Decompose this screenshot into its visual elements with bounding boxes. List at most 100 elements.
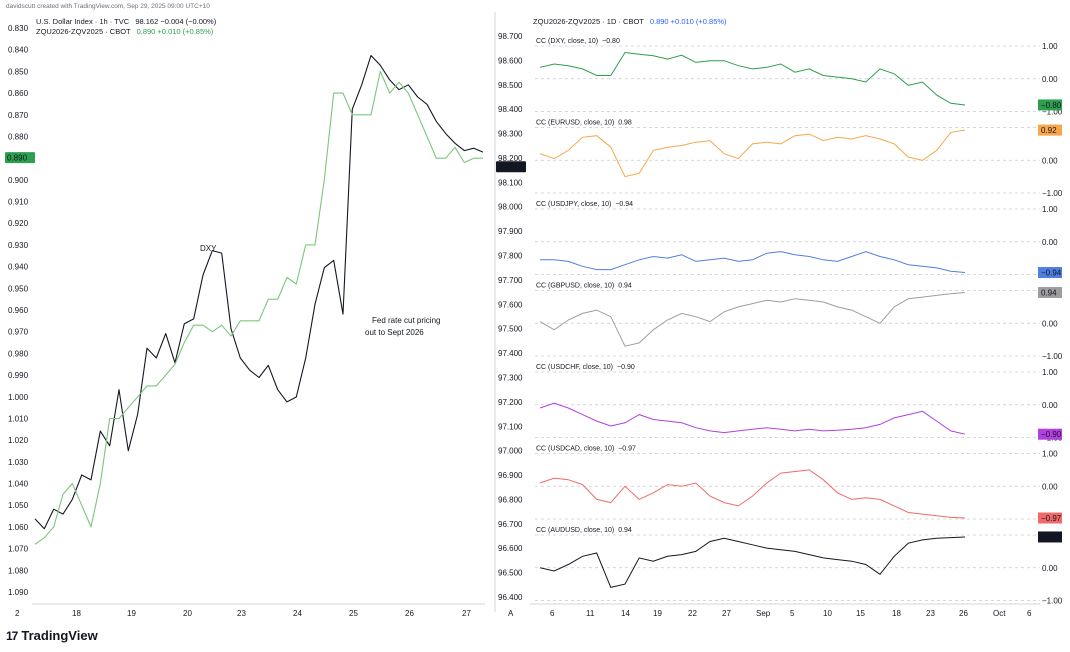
- annotation-line-2: out to Sept 2026: [365, 328, 424, 337]
- left-header-2: ZQU2026-ZQV2025 · CBOT 0.890 +0.010 (+0.…: [36, 27, 213, 36]
- tradingview-brand-name: TradingView: [21, 628, 98, 643]
- left-axis-tick-label: 1.040: [8, 480, 29, 489]
- left-time-tick-label: 27: [462, 609, 471, 618]
- correlation-line-5: [539, 469, 966, 519]
- left-axis-tick-label: 0.880: [8, 132, 29, 141]
- correlation-axis-tick-label: 0.00: [1042, 156, 1058, 165]
- right-axis-tick-label: 96.900: [498, 471, 523, 480]
- correlation-last-badge-text: −0.80: [1041, 101, 1062, 110]
- right-time-tick-label: 26: [959, 609, 968, 618]
- right-time-tick-label: 15: [856, 609, 865, 618]
- left-axis-tick-label: 0.900: [8, 176, 29, 185]
- correlation-pane-0: 1.00 0.00 −1.00 CC (DXY, close, 10) −0.80 −0.…: [535, 38, 1063, 117]
- left-axis-tick-label: 1.070: [8, 545, 29, 554]
- correlation-series-value: 0.94: [618, 527, 632, 534]
- correlation-line-6: [539, 536, 966, 588]
- correlation-axis-tick-label: 0.00: [1042, 482, 1058, 491]
- correlation-series-name: CC (EURUSD, close, 10): [536, 120, 614, 127]
- left-axis-tick-label: 1.010: [8, 414, 29, 423]
- correlation-last-badge-bg: [1038, 99, 1062, 111]
- right-time-tick-label: 23: [926, 609, 935, 618]
- right-time-tick-label: Oct: [993, 609, 1006, 618]
- correlation-series-value: −0.97: [618, 446, 636, 453]
- left-header-1-prefix: U.S. Dollar Index · 1h · TVC: [36, 17, 130, 26]
- left-axis-tick-label: 1.080: [8, 566, 29, 575]
- left-time-tick-label: A: [508, 609, 514, 618]
- right-time-tick-label: 5: [790, 609, 795, 618]
- right-axis-tick-label: 96.500: [498, 569, 523, 578]
- correlation-last-badge-bg: [1038, 531, 1062, 543]
- correlation-line-4: [539, 402, 966, 435]
- correlation-axis-tick-label: 0.00: [1042, 564, 1058, 573]
- right-time-tick-label: 6: [550, 609, 555, 618]
- correlation-axis-tick-label: 0.00: [1042, 319, 1058, 328]
- right-axis-tick-label: 98.700: [498, 32, 523, 41]
- correlation-last-badge-bg: [1038, 286, 1062, 298]
- correlation-series-name: CC (DXY, close, 10): [536, 38, 598, 45]
- right-axis-tick-label: 98.500: [498, 81, 523, 90]
- annotation-line-1: Fed rate cut pricing: [372, 316, 440, 325]
- tradingview-brand: 17 TradingView: [6, 628, 98, 643]
- left-header-1-values: 98.162 −0.004 (−0.00%): [135, 17, 217, 26]
- right-axis-tick-label: 97.900: [498, 227, 523, 236]
- correlation-last-badge-text: −0.90: [1041, 430, 1062, 439]
- left-time-tick-label: 26: [405, 609, 414, 618]
- right-axis-tick-label: 97.800: [498, 252, 523, 261]
- left-value-badge-bg: [5, 152, 35, 164]
- left-header-1: U.S. Dollar Index · 1h · TVC 98.162 −0.0…: [36, 17, 216, 26]
- right-axis-tick-label: 97.700: [498, 276, 523, 285]
- correlation-series-name: CC (AUDUSD, close, 10): [536, 527, 614, 534]
- correlation-axis-tick-label: 1.00: [1042, 42, 1058, 51]
- correlation-series-value: 0.94: [618, 283, 632, 290]
- right-time-tick-label: 27: [722, 609, 731, 618]
- right-time-tick-label: 22: [688, 609, 697, 618]
- correlation-axis-tick-label: 1.00: [1042, 205, 1058, 214]
- attribution: davidscutt created with TradingView.com,…: [6, 3, 210, 10]
- dxy-label: DXY: [200, 244, 217, 253]
- series-line-dxy: [34, 54, 484, 530]
- right-time-tick-label: 19: [653, 609, 662, 618]
- right-time-tick-label: 10: [823, 609, 832, 618]
- left-time-tick-label: 20: [183, 609, 192, 618]
- right-axis-tick-label: 97.600: [498, 300, 523, 309]
- right-time-tick-label: Sep: [756, 609, 771, 618]
- right-axis-tick-label: 96.600: [498, 544, 523, 553]
- left-axis-tick-label: 1.000: [8, 393, 29, 402]
- correlation-line-1: [539, 129, 966, 178]
- left-time-tick-label: 25: [349, 609, 358, 618]
- right-axis-tick-label: 98.200: [498, 154, 523, 163]
- correlation-axis-tick-label: 0.00: [1042, 238, 1058, 247]
- correlation-axis-tick-label: −1.00: [1042, 189, 1063, 198]
- correlation-series-name: CC (USDCHF, close, 10): [536, 364, 613, 371]
- left-time-tick-label: 24: [293, 609, 302, 618]
- right-time-tick-label: 18: [892, 609, 901, 618]
- left-header-2-values: 0.890 +0.010 (+0.85%): [136, 27, 214, 36]
- right-time-tick-label: 6: [1027, 609, 1032, 618]
- left-time-tick-label: 2: [15, 609, 20, 618]
- correlation-line-0: [539, 51, 966, 106]
- correlation-line-3: [539, 292, 966, 347]
- left-time-tick-label: 23: [237, 609, 246, 618]
- left-time-tick-label: 18: [72, 609, 81, 618]
- right-axis-tick-label: 98.300: [498, 130, 523, 139]
- left-value-badge-text: 0.890: [7, 154, 28, 163]
- correlation-series-name: CC (USDJPY, close, 10): [536, 201, 611, 208]
- right-axis-tick-label: 96.400: [498, 593, 523, 602]
- correlation-last-badge-bg: [1038, 267, 1062, 279]
- correlation-series-value: 0.98: [618, 120, 632, 127]
- right-value-badge-bg: [496, 161, 526, 173]
- right-axis-tick-label: 97.400: [498, 349, 523, 358]
- left-axis-tick-label: 0.950: [8, 284, 29, 293]
- right-header-prefix: ZQU2026-ZQV2025 · 1D · CBOT: [533, 17, 644, 26]
- right-axis-tick-label: 98.000: [498, 203, 523, 212]
- right-axis-tick-label: 97.200: [498, 398, 523, 407]
- right-axis-tick-label: 96.800: [498, 495, 523, 504]
- correlation-axis-tick-label: −1.00: [1042, 108, 1063, 117]
- correlation-last-badge-text: −0.94: [1041, 269, 1062, 278]
- left-value-badge: 0.890: [5, 152, 35, 164]
- right-header: ZQU2026-ZQV2025 · 1D · CBOT 0.890 +0.010…: [533, 17, 727, 26]
